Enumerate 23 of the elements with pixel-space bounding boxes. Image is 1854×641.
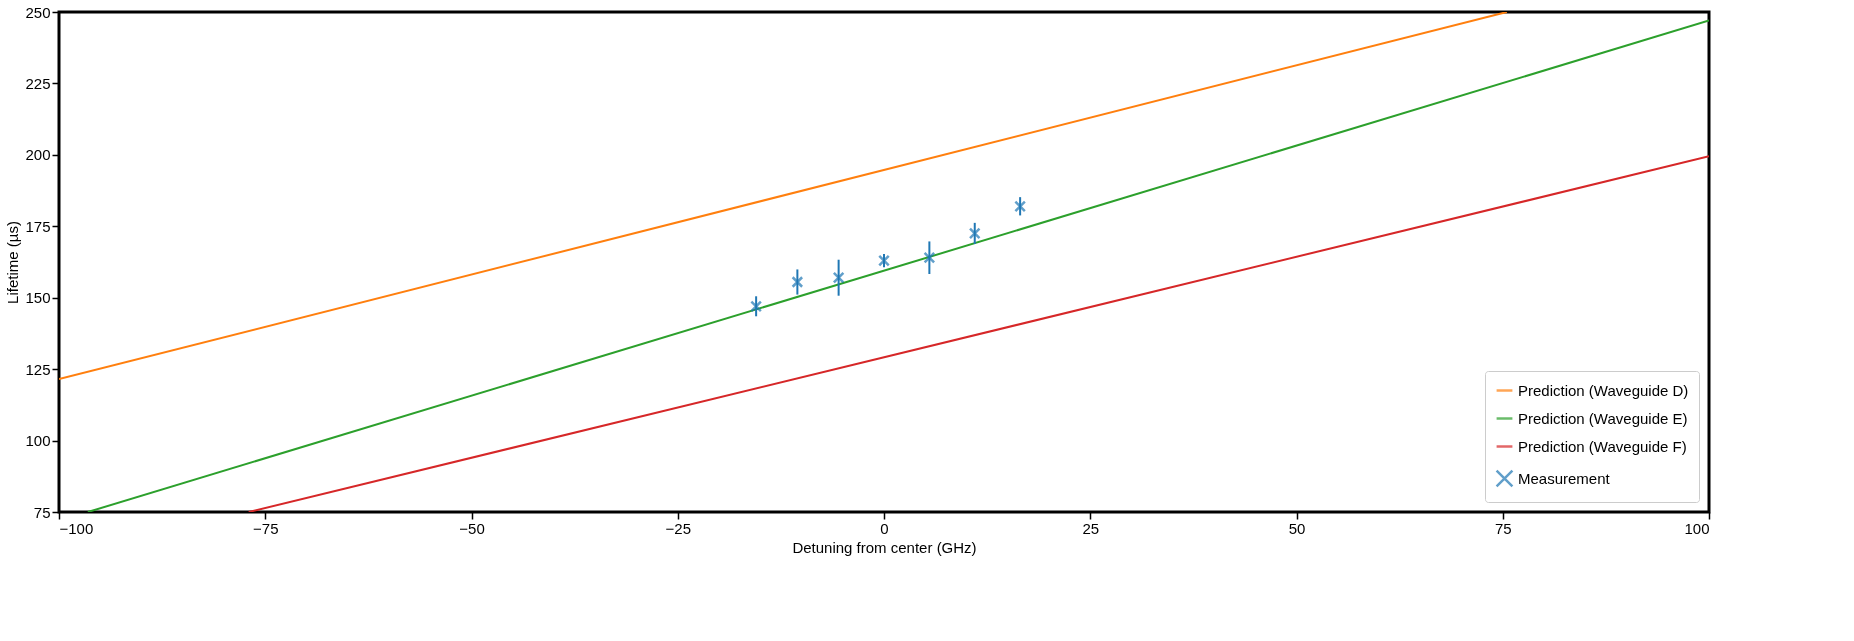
y-tick-label: 250 <box>25 3 51 21</box>
x-tick-label: 0 <box>880 519 889 537</box>
x-tick-label: 75 <box>1494 519 1512 537</box>
x-tick-label: −100 <box>59 519 94 537</box>
legend-label: Prediction (Waveguide D) <box>1518 381 1689 399</box>
x-tick-label: −75 <box>253 519 279 537</box>
y-tick-label: 100 <box>25 432 51 450</box>
x-tick-label: 100 <box>1684 519 1710 537</box>
x-axis-title: Detuning from center (GHz) <box>792 538 977 556</box>
x-tick-label: 50 <box>1288 519 1306 537</box>
y-tick-label: 175 <box>25 217 51 235</box>
y-axis-title: Lifetime (µs) <box>4 221 22 304</box>
legend-label: Prediction (Waveguide E) <box>1518 409 1688 427</box>
y-tick-label: 200 <box>25 146 51 164</box>
y-tick-label: 125 <box>25 360 51 378</box>
legend-label: Prediction (Waveguide F) <box>1518 437 1687 455</box>
y-tick-label: 75 <box>33 503 51 521</box>
x-tick-label: −50 <box>459 519 485 537</box>
x-tick-label: 25 <box>1082 519 1100 537</box>
legend-label: Measurement <box>1518 469 1611 487</box>
x-tick-label: −25 <box>665 519 691 537</box>
y-tick-label: 225 <box>25 74 51 92</box>
y-tick-label: 150 <box>25 289 51 307</box>
